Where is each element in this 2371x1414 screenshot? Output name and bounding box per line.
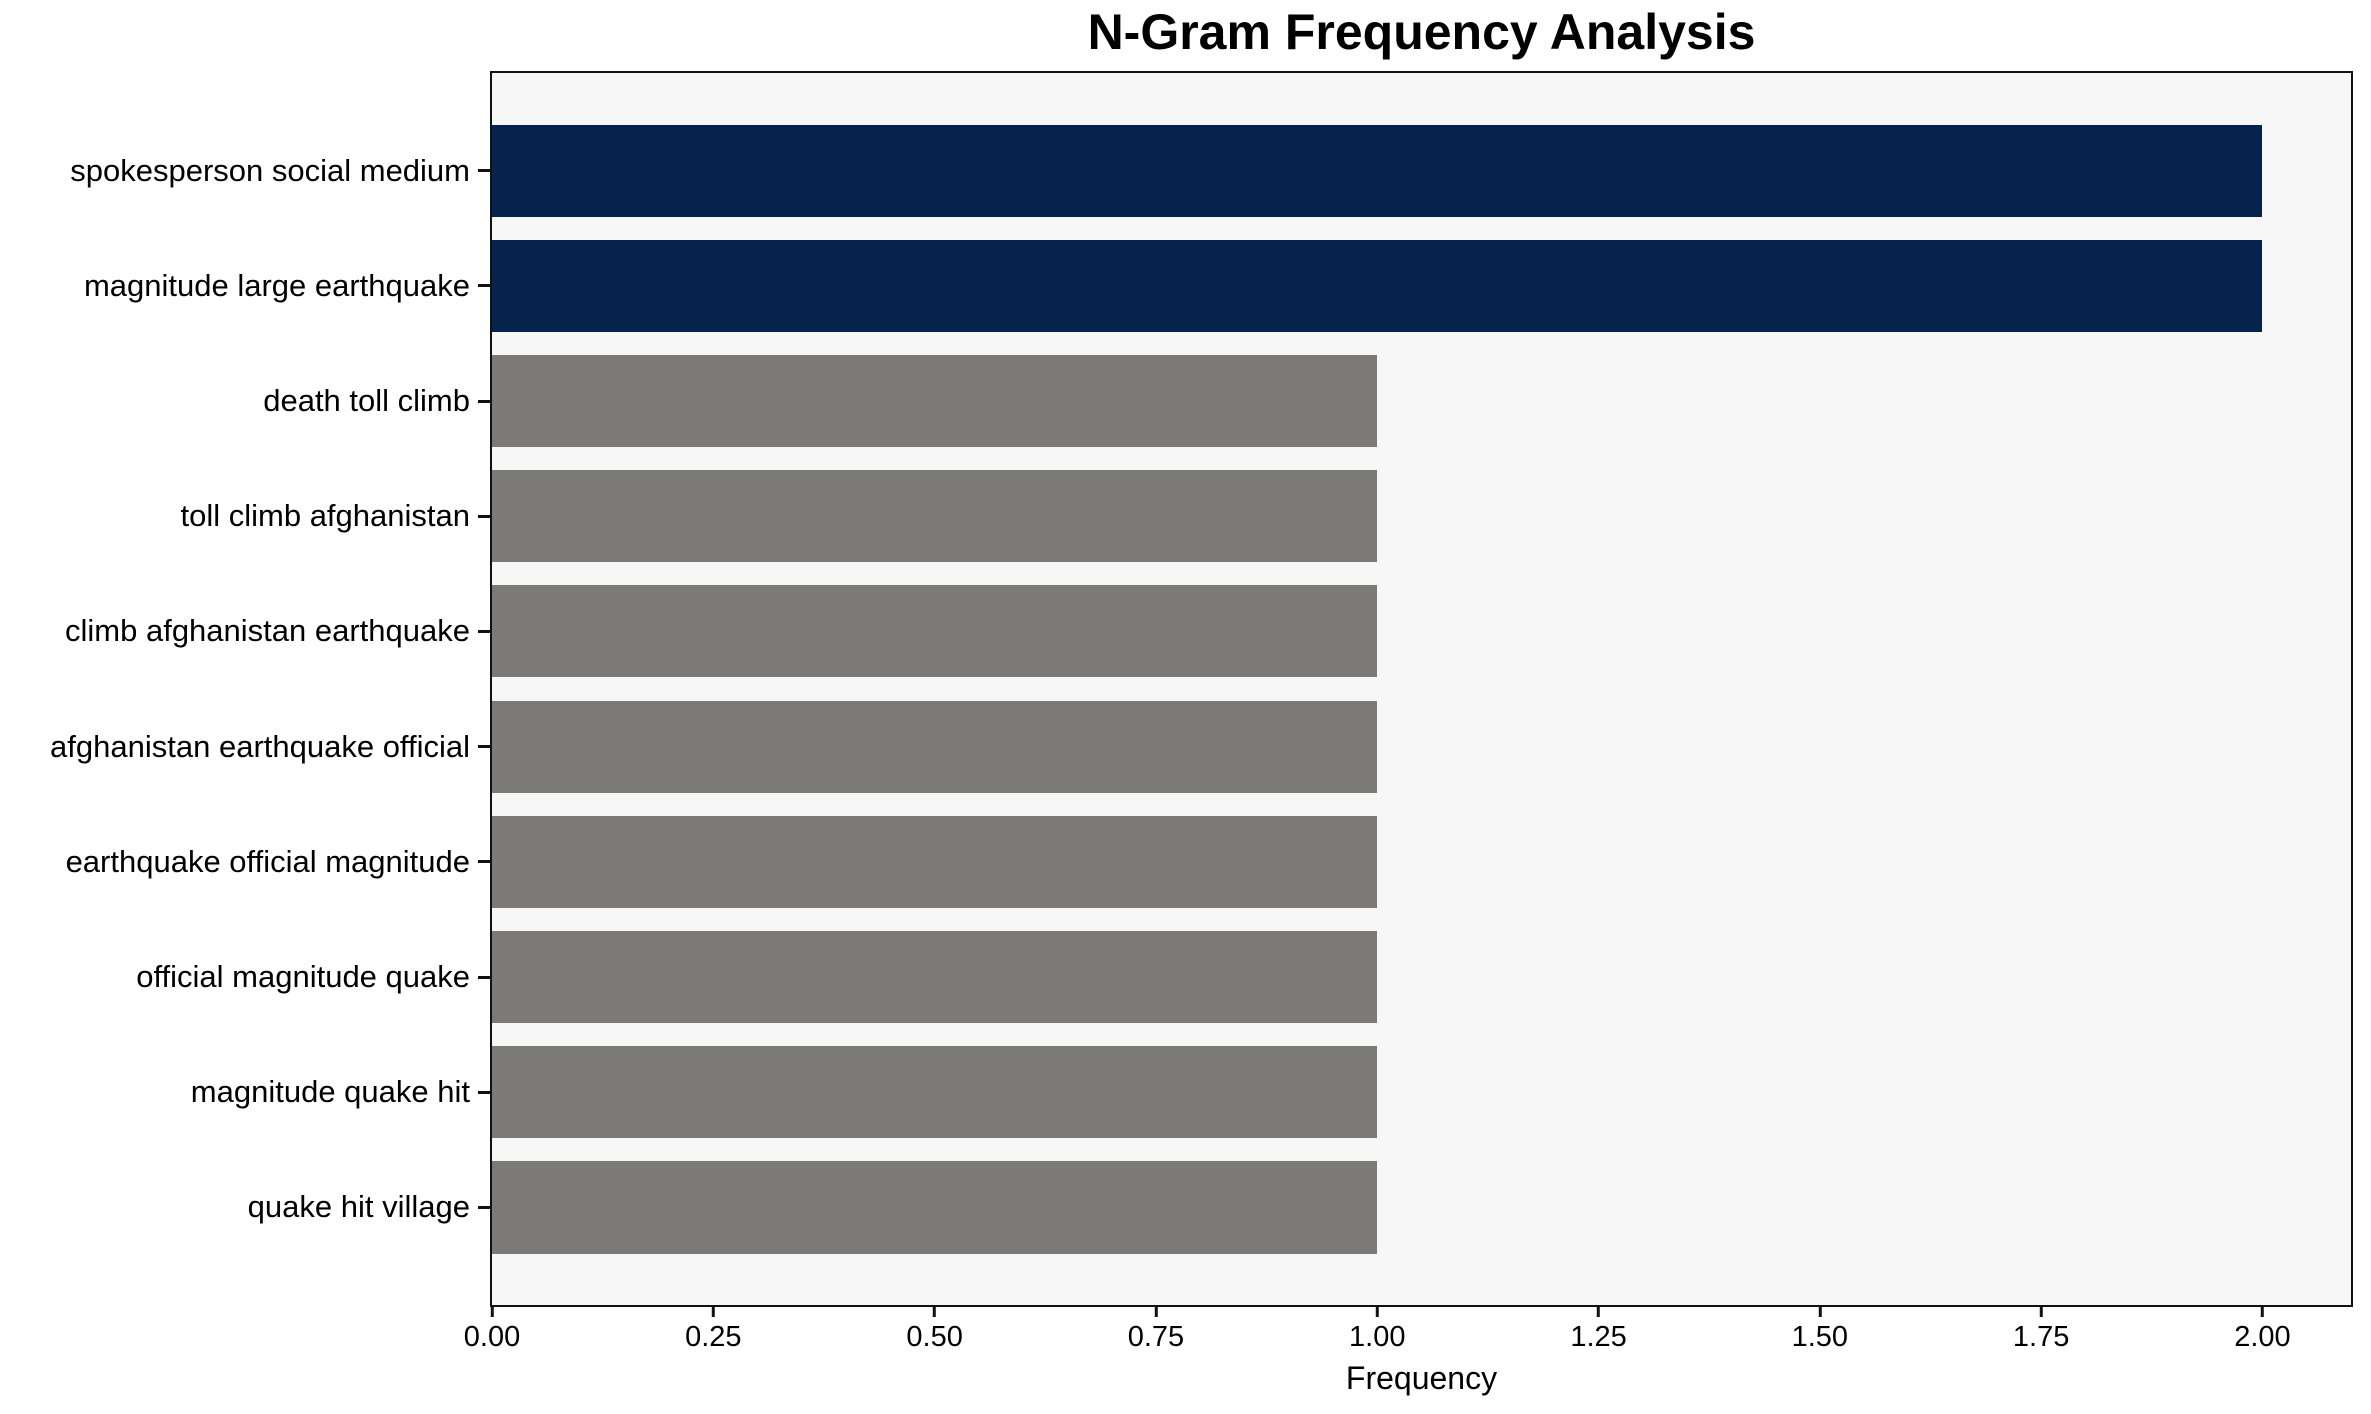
bar-1 (492, 124, 2263, 217)
bar-4 (492, 470, 1378, 563)
y-tick-label: earthquake official magnitude (65, 843, 470, 879)
bar-row (492, 228, 2351, 343)
x-tick-label: 1.75 (2012, 1321, 2070, 1353)
x-tick-label: 1.25 (1570, 1321, 1627, 1353)
y-axis-labels: spokesperson social medium magnitude larg… (0, 73, 490, 1305)
bar-7 (492, 815, 1378, 908)
x-axis: 0.00 0.25 0.50 0.75 1.00 1.25 1.50 1.75 2.00 (464, 1307, 2351, 1357)
x-tick-mark (933, 1307, 937, 1317)
bar-row (492, 1150, 2351, 1265)
x-tick-mark (2260, 1307, 2264, 1317)
x-axis-title: Frequency (1345, 1360, 1498, 1396)
x-tick-mark (1154, 1307, 1158, 1317)
plot-area (490, 71, 2353, 1307)
y-tick-label: toll climb afghanistan (180, 498, 471, 534)
x-tick-label: 1.00 (1349, 1321, 1406, 1353)
x-tick-label: 0.00 (463, 1321, 521, 1353)
x-tick: 1.75 (2013, 1307, 2069, 1354)
y-tick-mark (478, 975, 490, 979)
x-tick-mark (2039, 1307, 2043, 1317)
y-tick-label: afghanistan earthquake official (50, 728, 470, 764)
bar-row (492, 1035, 2351, 1150)
x-tick: 1.25 (1570, 1307, 1627, 1354)
y-tick-mark (478, 514, 490, 518)
y-tick-row: afghanistan earthquake official (0, 689, 490, 804)
y-tick-row: magnitude quake hit (0, 1035, 490, 1150)
chart-title: N-Gram Frequency Analysis (1087, 4, 1756, 60)
y-tick-row: death toll climb (0, 343, 490, 458)
bar-row (492, 574, 2351, 689)
x-tick-label: 0.25 (685, 1321, 742, 1353)
y-tick-row: spokesperson social medium (0, 113, 490, 228)
y-tick-row: official magnitude quake (0, 919, 490, 1034)
y-tick-label: magnitude quake hit (190, 1074, 470, 1110)
bar-row (492, 343, 2351, 458)
bar-6 (492, 700, 1378, 793)
bar-row (492, 919, 2351, 1034)
bar-3 (492, 354, 1378, 448)
y-tick-row: magnitude large earthquake (0, 228, 490, 343)
bar-2 (492, 239, 2263, 332)
bar-8 (492, 930, 1378, 1024)
bar-row (492, 459, 2351, 574)
bars-container (492, 73, 2351, 1305)
y-tick-label: quake hit village (247, 1189, 470, 1225)
bar-9 (492, 1046, 1378, 1139)
x-tick-label: 0.50 (906, 1321, 963, 1353)
bar-row (492, 804, 2351, 919)
y-tick-label: climb afghanistan earthquake (65, 613, 470, 649)
x-tick-mark (490, 1307, 494, 1317)
y-tick-row: toll climb afghanistan (0, 459, 490, 574)
y-tick-label: spokesperson social medium (70, 152, 470, 188)
x-tick-mark (1375, 1307, 1379, 1317)
x-tick-mark (1597, 1307, 1601, 1317)
y-tick-mark (478, 169, 490, 173)
y-tick-mark (478, 284, 490, 288)
x-tick-mark (711, 1307, 715, 1317)
bar-5 (492, 585, 1378, 678)
y-tick-mark (478, 1090, 490, 1094)
x-tick-mark (1818, 1307, 1822, 1317)
y-tick-mark (478, 745, 490, 749)
y-tick-label: official magnitude quake (136, 959, 470, 995)
x-tick: 1.00 (1349, 1307, 1405, 1354)
x-tick: 0.50 (906, 1307, 963, 1354)
x-tick: 0.75 (1128, 1307, 1184, 1354)
bar-10 (492, 1161, 1378, 1254)
bar-row (492, 689, 2351, 804)
y-tick-row: climb afghanistan earthquake (0, 574, 490, 689)
x-tick: 0.25 (685, 1307, 742, 1354)
y-tick-row: earthquake official magnitude (0, 804, 490, 919)
y-tick-mark (478, 860, 490, 864)
y-tick-mark (478, 399, 490, 403)
x-tick-label: 1.50 (1791, 1321, 1849, 1353)
bar-row (492, 113, 2351, 228)
y-tick-label: death toll climb (263, 383, 470, 418)
x-tick-label: 0.75 (1127, 1321, 1185, 1353)
y-tick-row: quake hit village (0, 1150, 490, 1265)
x-tick: 1.50 (1792, 1307, 1848, 1354)
y-tick-label: magnitude large earthquake (83, 267, 470, 303)
y-tick-mark (478, 629, 490, 633)
x-tick-label: 2.00 (2234, 1321, 2291, 1353)
y-tick-mark (478, 1205, 490, 1209)
x-tick: 0.00 (464, 1307, 520, 1354)
x-tick: 2.00 (2234, 1307, 2291, 1354)
